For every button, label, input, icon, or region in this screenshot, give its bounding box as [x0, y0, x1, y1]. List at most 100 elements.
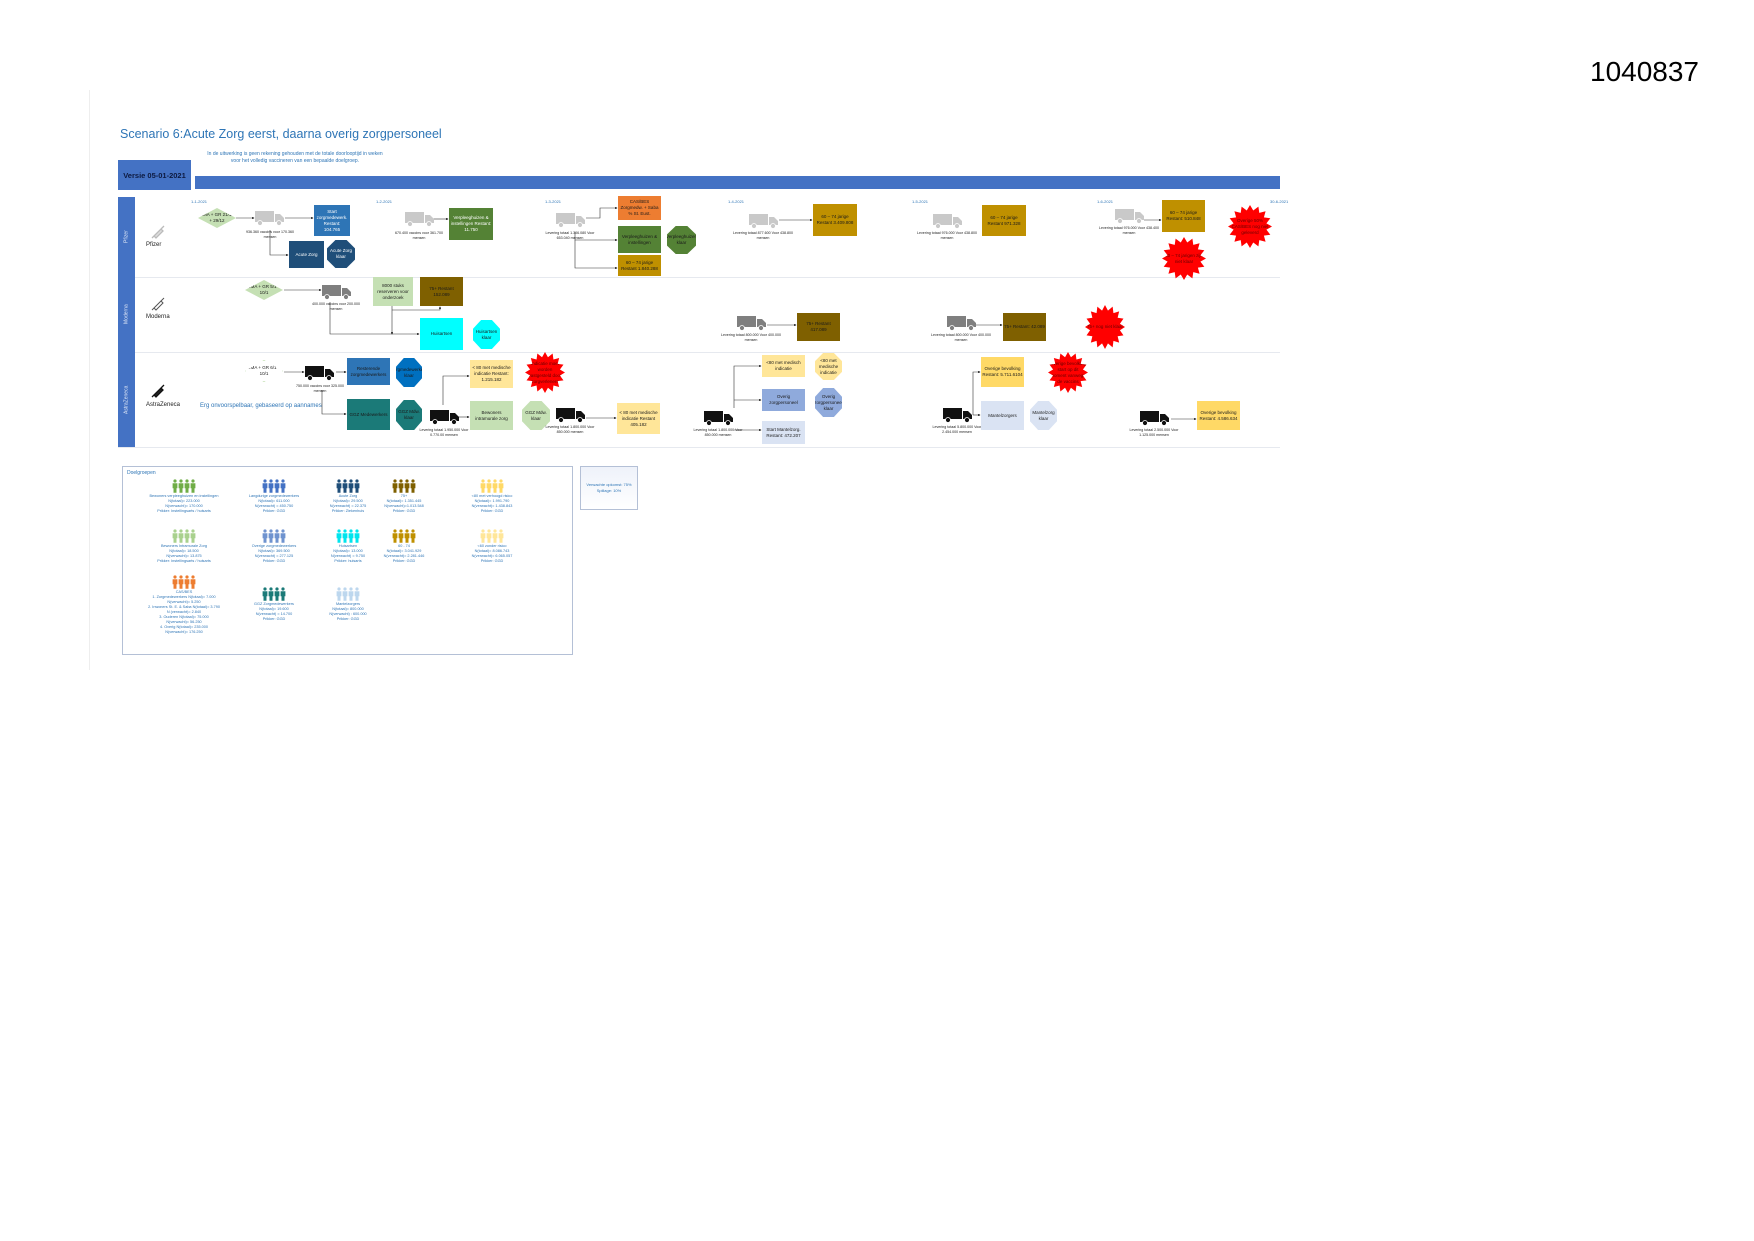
lane-moderna: Moderna Moderna: [118, 277, 1280, 353]
timeline-tick: 1-1-2021: [191, 199, 208, 204]
truck-icon: [947, 315, 977, 331]
delivery-caption: Levering totaal 1.800.000 Voor 850.000 m…: [693, 428, 743, 437]
legend-group: Langdurige zorgmedewerkers N(totaal)= 611…: [219, 479, 329, 514]
parameters-note: Verwachte opkomst: 75% Spillage: 10%: [580, 466, 638, 510]
approval-diamond-astrazeneca: EMA + GR 6/1 + 10/1: [245, 360, 283, 382]
legend-group-stat: 3. Ouderen N(totaal)= 75.000: [159, 615, 209, 619]
age-60-74-box: 60 – 74 jarige Restant 1.840.288: [618, 255, 661, 276]
legend-group-name: <60 zonder risico: [477, 544, 507, 548]
legend-group-stat: Prikker: GGD: [262, 559, 286, 563]
age-60-74-box: 60 – 74 jarige Restant: 510.848: [1162, 200, 1205, 232]
people-icon: [392, 529, 416, 543]
legend-group-name: Bewoners verpleeghuizen en instellingen: [149, 494, 219, 498]
resterende-zorgmedewerkers-box: Resterende zorgmedewerkers: [347, 358, 390, 385]
legend-group-stat: N(verwacht)= 1.438.843: [471, 504, 513, 508]
legend-group-stat: N(totaal)= 1.991.790: [474, 499, 510, 503]
acute-zorg-done-octagon: Acute Zorg klaar: [327, 240, 355, 268]
legend-group-stat: N(verwacht) = 277.125: [254, 554, 294, 558]
warning-star: Indicatie moet worden vastgesteld door z…: [525, 352, 565, 393]
legend-group-stat: N(totaal)= 369.500: [258, 549, 290, 553]
legend-group-stat: N(totaal)= 223.000: [168, 499, 200, 503]
delivery-caption: Levering totaal 800.000 Voor 400.000 men…: [721, 333, 781, 342]
legend-group-stat: N(verwacht) = 450.750: [254, 504, 294, 508]
legend-group: 75+ N(totaal)= 1.351.445 N(verwacht)=1.013…: [349, 479, 459, 514]
legend-group-stat: N(totaal)= 800.000: [332, 607, 364, 611]
delivery-caption: Levering totaal 877.600 Voor 438.800 men…: [733, 231, 793, 240]
delivery-caption: 670.400 vaccins voor 361.700 mensen: [395, 231, 443, 240]
legend-group-stat: Prikker: Instellingsarts / huisarts: [157, 559, 211, 563]
timeline-tick: 1-4-2021: [728, 199, 745, 204]
age-75-plus-box: 75+ Restant 417.089: [797, 313, 840, 341]
lane-label: Pfizer: [118, 197, 135, 277]
legend-group: Acute Zorg N(totaal)= 29.500 N(verwacht) =…: [293, 479, 403, 514]
ggz-done-octagon: GGZ Mdw. klaar: [396, 400, 422, 430]
people-icon: [480, 529, 504, 543]
legend-group-name: 75+: [400, 494, 408, 498]
lane-name: Pfizer: [146, 242, 162, 248]
truck-icon: [556, 212, 586, 228]
legend-group-stat: N(verwacht)= 5.250: [167, 600, 201, 604]
lane-astrazeneca: AstraZeneca AstraZeneca: [118, 352, 1280, 448]
opkomst-text: Verwachte opkomst: 75%: [586, 482, 632, 487]
warning-star: Overige 50% CAS/BES nog niet geleverd: [1228, 205, 1272, 248]
timeline-bar: [195, 176, 1280, 189]
legend-group-stat: N(verwacht)= 13.875: [166, 554, 202, 558]
legend-group-stat: Prikker: GGD: [262, 617, 286, 621]
delivery-caption: 936.360 vaccins voor 170.360 mensen: [246, 230, 294, 239]
timeline-tick: 1-2-2021: [376, 199, 393, 204]
legend-group-stat: N(totaal)= 611.000: [258, 499, 290, 503]
legend-group: Mantelzorgers N(totaal)= 800.000 N(verwach…: [293, 587, 403, 622]
warning-star: 60 – 74 jarigen zijn niet klaar: [1162, 237, 1206, 280]
legend-group-stat: Prikker: GGD: [336, 617, 360, 621]
people-icon: [172, 575, 196, 589]
truck-icon: [737, 315, 767, 331]
lane-name: Moderna: [146, 314, 170, 320]
people-icon: [172, 479, 196, 493]
page-title: Scenario 6:Acute Zorg eerst, daarna over…: [120, 127, 442, 141]
delivery-caption: 750.000 vaccins voor 325.000 mensen: [296, 384, 344, 393]
huisartsen-box: Huisartsen: [420, 318, 463, 350]
legend-group: Bewoners verpleeghuizen en instellingen N…: [129, 479, 239, 514]
syringe-icon: [151, 384, 165, 398]
start-zorgmedewerkers-box: Start zorgmedewerk. Restant: 104.765: [314, 205, 350, 236]
medische-indicatie-box: <80 met medisch indicatie: [762, 355, 805, 377]
document-number: 1040837: [1590, 56, 1700, 87]
delivery-caption: Levering totaal 800.000 Voor 400.000 men…: [931, 333, 991, 342]
delivery-caption: Levering totaal 5.800.000 Voor 2.454.000…: [932, 425, 982, 434]
legend-group-name: GGZ Zorgmedewerkers: [254, 602, 294, 606]
legend-group: Huisartsen N(totaal)= 13.000 N(verwacht) =…: [293, 529, 403, 564]
legend-group-stat: Prikker: Ziekenhuis: [331, 509, 365, 513]
legend-group-stat: Prikker: GGD: [392, 559, 416, 563]
legend-group-name: Huisartsen: [338, 544, 358, 548]
legend-group-stat: Prikker: GGD: [480, 559, 504, 563]
medische-indicatie-box: < 80 met medische indicatie Restant: 1.2…: [470, 360, 513, 388]
delivery-caption: Levering totaal 2.500.000 Voor 1.125.000…: [1129, 428, 1179, 437]
people-icon: [336, 587, 360, 601]
legend-group-stat: N(totaal)= 18.500: [169, 549, 199, 553]
mantelzorg-done-octagon: Mantelzorg klaar: [1030, 401, 1057, 430]
legend-group-stat: N(verwacht)=1.013.548: [384, 504, 424, 508]
legend-group-name: Mantelzorgers: [335, 602, 361, 606]
legend-group-stat: Prikker: Instellingsarts / huisarts: [157, 509, 211, 513]
delivery-caption: Levering totaal 976.000 Voor 438.400 men…: [1099, 226, 1159, 235]
reserve-box: 8000 stuks reserveren voor onderzoek: [373, 277, 413, 306]
timeline-tick: 1-3-2021: [545, 199, 562, 204]
legend-group-stat: Prikker: huisarts: [334, 559, 362, 563]
delivery-caption: Levering totaal 1.950.000 Voor 0.770.00 …: [419, 428, 469, 437]
lane-label: AstraZeneca: [118, 352, 135, 447]
delivery-caption: 400.000 vaccins voor 200.000 mensen: [312, 302, 360, 311]
ggz-done-octagon: GGZ Mdw. klaar: [522, 401, 550, 430]
version-label: Versie 05-01-2021: [118, 160, 191, 190]
warning-star: Overige bevolking start op dit moment va…: [1048, 352, 1088, 393]
legend-group-stat: 1. Zorgmedewerkers N(totaal)= 7.000: [152, 595, 216, 599]
legend-group-stat: N(totaal)= 1.351.445: [386, 499, 422, 503]
truck-icon: [556, 407, 586, 423]
truck-icon: [430, 409, 460, 425]
legend-group-name: Overige zorgmedewerkers: [251, 544, 297, 548]
ggz-medewerkers-box: GGZ Medewerkers: [347, 399, 390, 430]
lane-label: Moderna: [118, 277, 135, 352]
legend-group-stat: N(verwacht) = 9.750: [330, 554, 366, 558]
disclaimer-note: In de uitwerking is geen rekening gehoud…: [207, 151, 383, 164]
truck-icon: [1140, 410, 1170, 426]
legend-group-stat: N(totaal)= 8.086.743: [474, 549, 510, 553]
